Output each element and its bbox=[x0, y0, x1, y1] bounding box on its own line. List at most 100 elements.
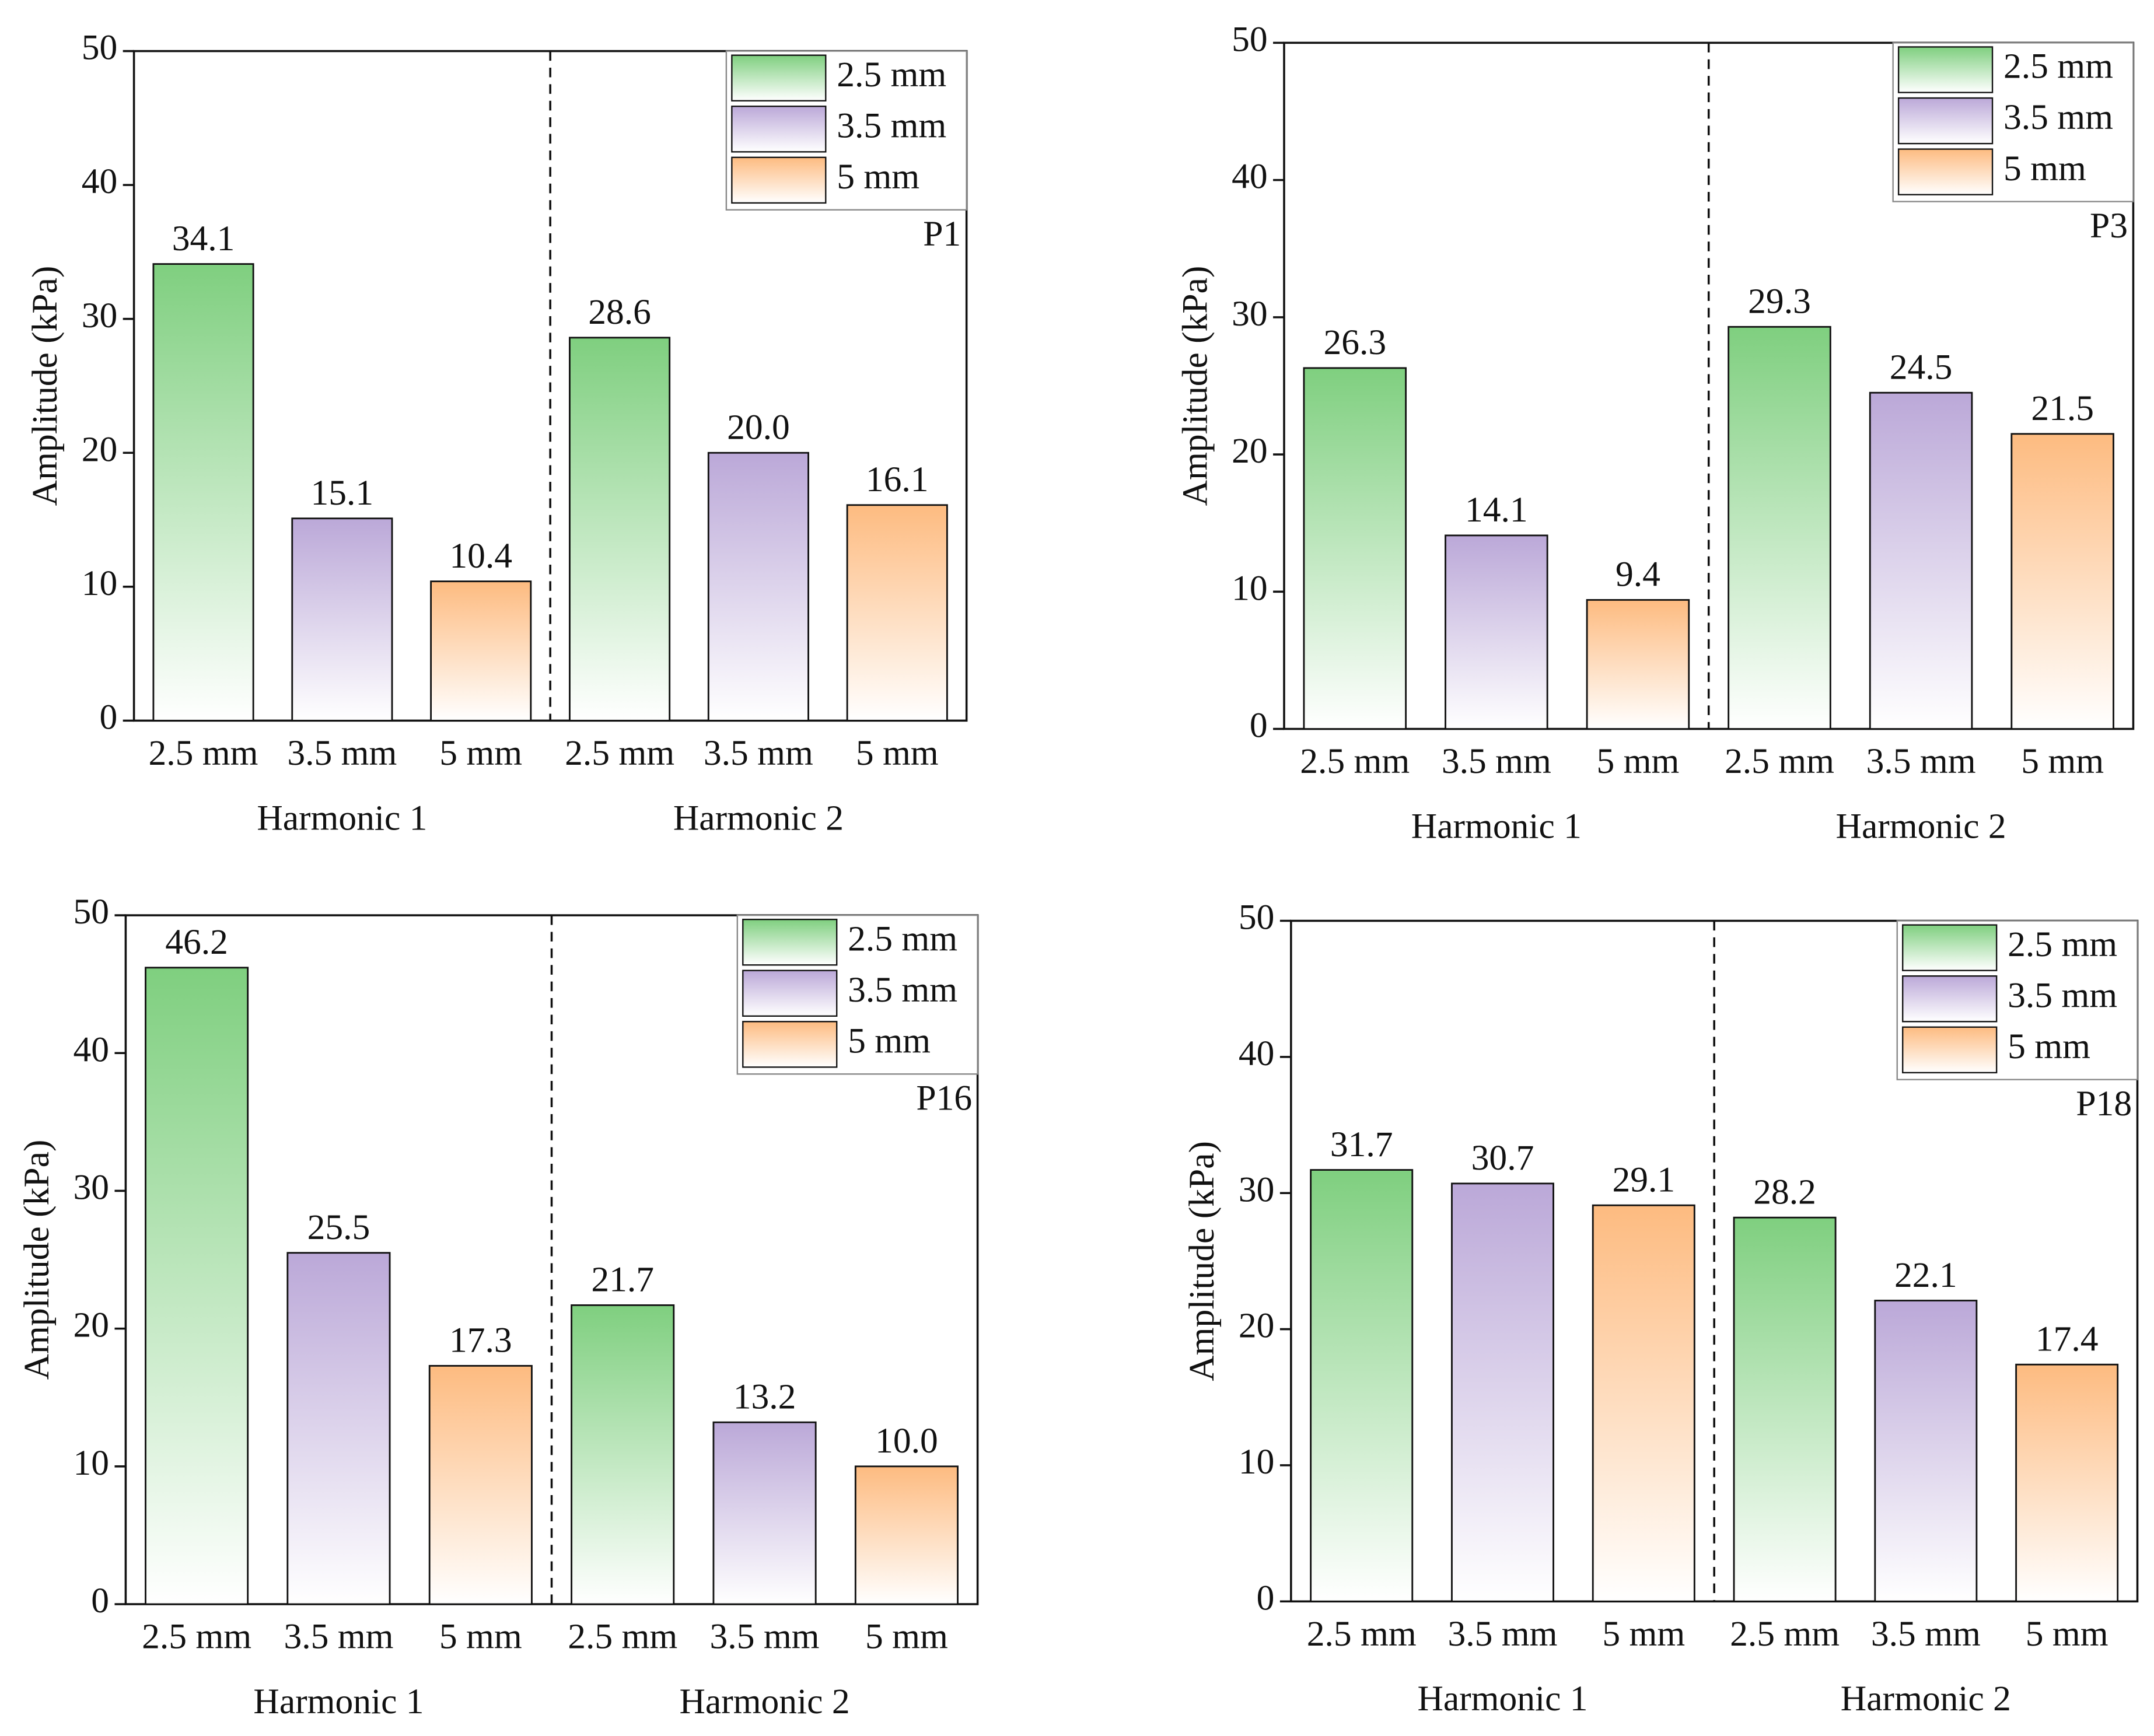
bar bbox=[1869, 391, 1973, 730]
y-tick-label: 0 bbox=[99, 697, 117, 737]
value-label: 29.3 bbox=[1748, 282, 1811, 321]
y-tick-label: 40 bbox=[1232, 157, 1268, 197]
bar bbox=[286, 1252, 391, 1605]
y-tick-label: 50 bbox=[1239, 898, 1275, 937]
value-label: 17.3 bbox=[449, 1321, 512, 1360]
panel-annotation: P18 bbox=[2076, 1084, 2132, 1124]
y-tick-label: 30 bbox=[1232, 294, 1268, 334]
bar bbox=[152, 263, 254, 722]
value-label: 46.2 bbox=[165, 922, 228, 962]
value-label: 22.1 bbox=[1894, 1255, 1957, 1295]
value-label: 24.5 bbox=[1890, 347, 1953, 387]
x-tick-label: 5 mm bbox=[856, 733, 939, 773]
y-tick-label: 20 bbox=[82, 429, 118, 469]
value-label: 10.0 bbox=[875, 1421, 938, 1461]
value-label: 10.4 bbox=[449, 536, 512, 576]
y-tick-label: 20 bbox=[1232, 431, 1268, 471]
legend-label: 5 mm bbox=[837, 157, 919, 197]
y-tick-label: 20 bbox=[73, 1306, 109, 1345]
legend-label: 3.5 mm bbox=[2008, 975, 2117, 1015]
y-tick-label: 10 bbox=[1232, 568, 1268, 608]
legend-swatch bbox=[731, 54, 827, 102]
legend-label: 2.5 mm bbox=[837, 55, 946, 94]
value-label: 25.5 bbox=[307, 1208, 370, 1247]
bar bbox=[430, 580, 532, 722]
legend-label: 2.5 mm bbox=[2003, 47, 2113, 86]
x-tick-label: 3.5 mm bbox=[1866, 741, 1976, 781]
y-tick-label: 40 bbox=[1239, 1034, 1275, 1073]
y-tick-label: 10 bbox=[73, 1443, 109, 1483]
bar bbox=[1303, 367, 1407, 730]
legend-swatch bbox=[731, 106, 827, 153]
x-tick-label: 2.5 mm bbox=[1307, 1614, 1417, 1654]
bar bbox=[712, 1421, 817, 1605]
x-tick-label: 5 mm bbox=[439, 1617, 522, 1657]
x-tick-label: 3.5 mm bbox=[710, 1617, 820, 1657]
y-tick-label: 50 bbox=[1232, 19, 1268, 59]
value-label: 21.5 bbox=[2031, 388, 2094, 428]
legend-label: 2.5 mm bbox=[848, 919, 957, 958]
legend-swatch bbox=[742, 970, 838, 1017]
group-label: Harmonic 1 bbox=[1417, 1679, 1587, 1718]
value-label: 21.7 bbox=[591, 1260, 654, 1300]
y-tick-label: 50 bbox=[82, 28, 118, 68]
panel-annotation: P16 bbox=[916, 1079, 972, 1118]
bar bbox=[854, 1465, 959, 1605]
bar bbox=[145, 967, 249, 1605]
group-label: Harmonic 1 bbox=[1411, 806, 1582, 846]
y-tick-label: 30 bbox=[1239, 1170, 1275, 1209]
legend-swatch bbox=[742, 918, 838, 966]
legend-label: 2.5 mm bbox=[2008, 925, 2117, 964]
group-label: Harmonic 1 bbox=[257, 798, 427, 838]
bar bbox=[2010, 433, 2114, 730]
y-axis-label: Amplitude (kPa) bbox=[1182, 1141, 1222, 1381]
legend-label: 3.5 mm bbox=[837, 106, 946, 145]
value-label: 9.4 bbox=[1616, 555, 1660, 594]
value-label: 29.1 bbox=[1612, 1160, 1675, 1199]
y-tick-label: 40 bbox=[73, 1030, 109, 1069]
bar bbox=[1445, 534, 1548, 730]
legend-swatch bbox=[742, 1021, 838, 1068]
bar bbox=[1451, 1182, 1554, 1602]
y-tick-label: 40 bbox=[82, 162, 118, 201]
value-label: 28.2 bbox=[1753, 1172, 1816, 1212]
x-tick-label: 2.5 mm bbox=[1730, 1614, 1840, 1654]
x-tick-label: 5 mm bbox=[2026, 1614, 2108, 1654]
bar bbox=[428, 1364, 533, 1605]
x-tick-label: 3.5 mm bbox=[704, 733, 813, 773]
bar bbox=[571, 1304, 675, 1605]
group-label: Harmonic 2 bbox=[1836, 806, 2006, 846]
x-tick-label: 2.5 mm bbox=[1725, 741, 1834, 781]
group-label: Harmonic 2 bbox=[1841, 1679, 2011, 1718]
x-tick-label: 2.5 mm bbox=[1300, 741, 1410, 781]
bar bbox=[1310, 1169, 1414, 1602]
bar bbox=[1728, 326, 1831, 730]
value-label: 13.2 bbox=[733, 1377, 796, 1416]
value-label: 26.3 bbox=[1323, 323, 1386, 362]
y-tick-label: 0 bbox=[1257, 1578, 1275, 1618]
bar bbox=[291, 517, 393, 722]
legend-label: 5 mm bbox=[2008, 1027, 2090, 1066]
panel-annotation: P1 bbox=[923, 214, 961, 254]
y-tick-label: 0 bbox=[1250, 706, 1268, 746]
bar bbox=[1874, 1300, 1978, 1602]
legend-label: 3.5 mm bbox=[2003, 97, 2113, 137]
panel-annotation: P3 bbox=[2090, 206, 2128, 246]
legend-swatch bbox=[1902, 924, 1998, 971]
x-tick-label: 2.5 mm bbox=[565, 733, 674, 773]
legend-label: 5 mm bbox=[848, 1021, 931, 1060]
y-axis-label: Amplitude (kPa) bbox=[17, 1140, 57, 1380]
y-tick-label: 0 bbox=[91, 1581, 109, 1620]
group-label: Harmonic 2 bbox=[680, 1682, 850, 1721]
legend-swatch bbox=[1902, 1026, 1998, 1074]
value-label: 14.1 bbox=[1465, 490, 1528, 530]
bar bbox=[1592, 1204, 1695, 1602]
value-label: 34.1 bbox=[172, 219, 235, 258]
y-tick-label: 30 bbox=[73, 1168, 109, 1208]
x-tick-label: 3.5 mm bbox=[284, 1617, 393, 1657]
y-tick-label: 20 bbox=[1239, 1306, 1275, 1346]
x-tick-label: 5 mm bbox=[439, 733, 522, 773]
legend-swatch bbox=[1897, 46, 1994, 93]
bar bbox=[707, 452, 809, 722]
